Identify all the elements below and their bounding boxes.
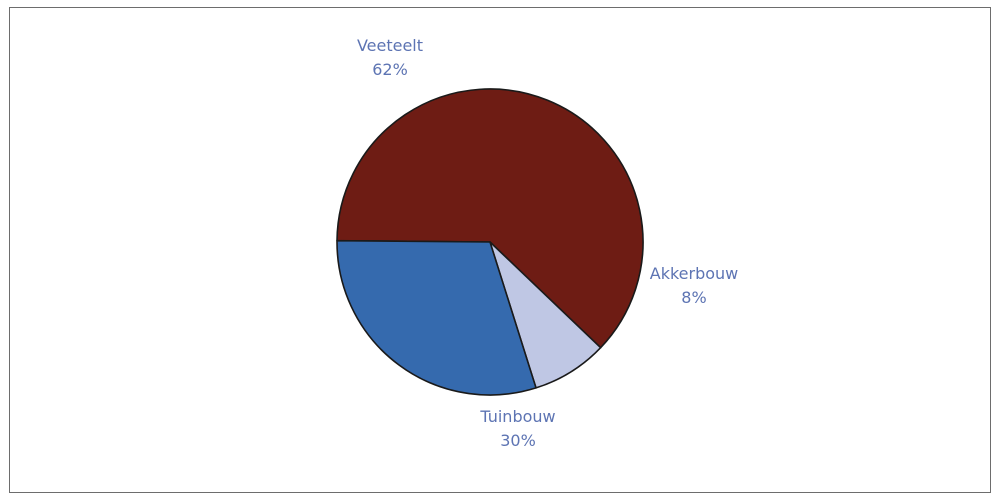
pie-labels: Veeteelt 62% Akkerbouw 8% Tuinbouw 30% — [357, 36, 738, 450]
slice-value-veeteelt: 62% — [372, 60, 408, 79]
pie-slice-tuinbouw — [336, 239, 537, 396]
pie-slice-veeteelt — [336, 88, 644, 349]
pie-slices — [336, 88, 644, 396]
slice-label-veeteelt: Veeteelt — [357, 36, 423, 55]
slice-label-tuinbouw: Tuinbouw — [479, 407, 555, 426]
slice-value-tuinbouw: 30% — [500, 431, 536, 450]
slice-label-akkerbouw: Akkerbouw — [650, 264, 739, 283]
slice-value-akkerbouw: 8% — [681, 288, 706, 307]
